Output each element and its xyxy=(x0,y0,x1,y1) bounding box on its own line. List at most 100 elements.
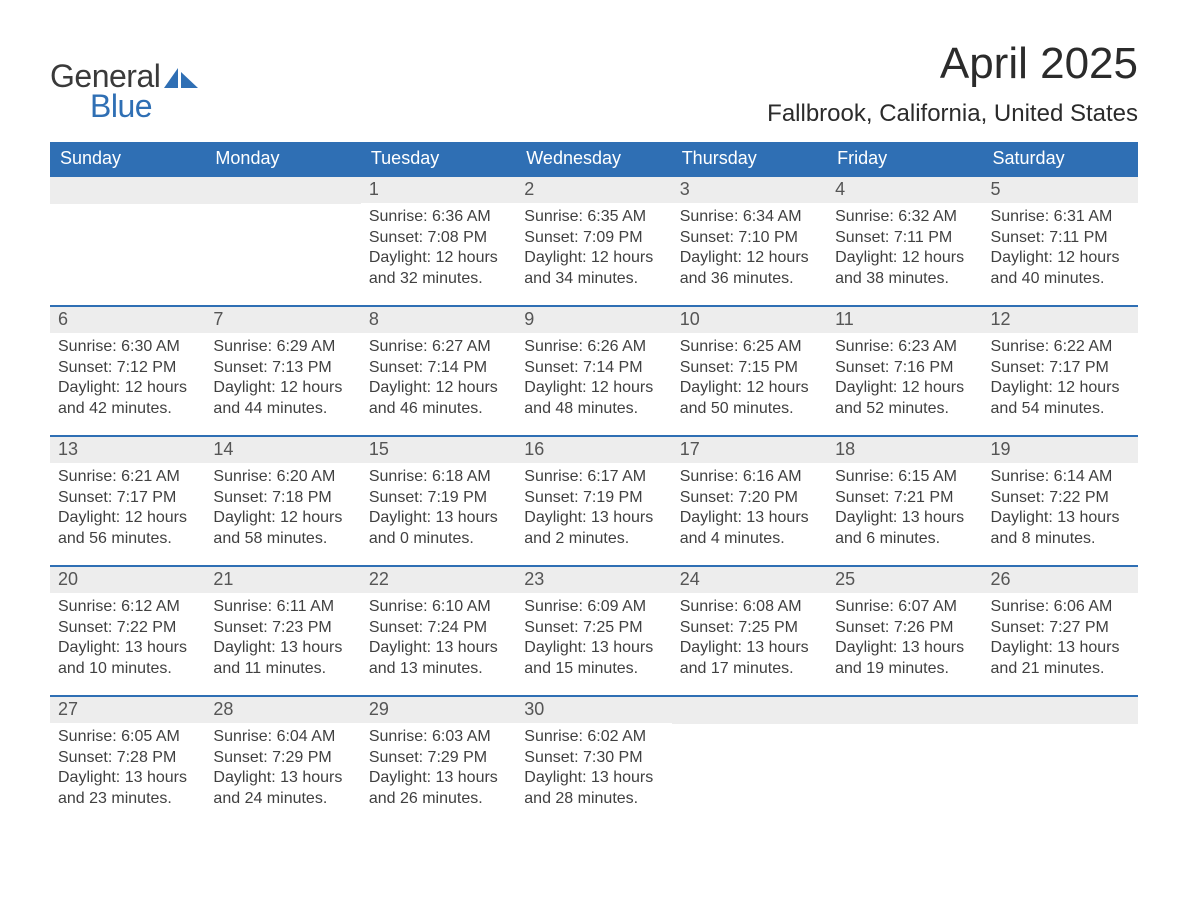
sunset-text: Sunset: 7:21 PM xyxy=(835,488,974,508)
calendar-day: 24Sunrise: 6:08 AMSunset: 7:25 PMDayligh… xyxy=(672,567,827,695)
day-details: Sunrise: 6:12 AMSunset: 7:22 PMDaylight:… xyxy=(50,593,205,687)
sunrise-text: Sunrise: 6:20 AM xyxy=(213,467,352,487)
sunset-text: Sunset: 7:17 PM xyxy=(58,488,197,508)
day-number: 10 xyxy=(672,307,827,333)
calendar-grid: Sunday Monday Tuesday Wednesday Thursday… xyxy=(50,142,1138,825)
daylight-text: Daylight: 12 hours and 56 minutes. xyxy=(58,508,197,549)
sunset-text: Sunset: 7:13 PM xyxy=(213,358,352,378)
sunrise-text: Sunrise: 6:29 AM xyxy=(213,337,352,357)
sail-icon xyxy=(164,66,198,88)
calendar-day: 6Sunrise: 6:30 AMSunset: 7:12 PMDaylight… xyxy=(50,307,205,435)
day-details: Sunrise: 6:30 AMSunset: 7:12 PMDaylight:… xyxy=(50,333,205,427)
sunset-text: Sunset: 7:24 PM xyxy=(369,618,508,638)
day-details xyxy=(983,724,1138,804)
sunrise-text: Sunrise: 6:05 AM xyxy=(58,727,197,747)
sunrise-text: Sunrise: 6:08 AM xyxy=(680,597,819,617)
day-details xyxy=(672,724,827,804)
sunset-text: Sunset: 7:22 PM xyxy=(58,618,197,638)
day-details: Sunrise: 6:21 AMSunset: 7:17 PMDaylight:… xyxy=(50,463,205,557)
day-details: Sunrise: 6:26 AMSunset: 7:14 PMDaylight:… xyxy=(516,333,671,427)
sunrise-text: Sunrise: 6:16 AM xyxy=(680,467,819,487)
brand-logo: General Blue xyxy=(50,60,198,122)
day-details: Sunrise: 6:34 AMSunset: 7:10 PMDaylight:… xyxy=(672,203,827,297)
day-number: 5 xyxy=(983,177,1138,203)
sunrise-text: Sunrise: 6:14 AM xyxy=(991,467,1130,487)
day-number: 3 xyxy=(672,177,827,203)
calendar-day: 17Sunrise: 6:16 AMSunset: 7:20 PMDayligh… xyxy=(672,437,827,565)
dow-sunday: Sunday xyxy=(50,142,205,177)
day-number: 12 xyxy=(983,307,1138,333)
sunset-text: Sunset: 7:25 PM xyxy=(680,618,819,638)
sunset-text: Sunset: 7:25 PM xyxy=(524,618,663,638)
calendar-day: 18Sunrise: 6:15 AMSunset: 7:21 PMDayligh… xyxy=(827,437,982,565)
sunset-text: Sunset: 7:28 PM xyxy=(58,748,197,768)
day-details: Sunrise: 6:04 AMSunset: 7:29 PMDaylight:… xyxy=(205,723,360,817)
sunrise-text: Sunrise: 6:10 AM xyxy=(369,597,508,617)
day-details: Sunrise: 6:08 AMSunset: 7:25 PMDaylight:… xyxy=(672,593,827,687)
calendar-day xyxy=(50,177,205,305)
day-number: 13 xyxy=(50,437,205,463)
calendar-day: 29Sunrise: 6:03 AMSunset: 7:29 PMDayligh… xyxy=(361,697,516,825)
sunset-text: Sunset: 7:11 PM xyxy=(991,228,1130,248)
day-details: Sunrise: 6:09 AMSunset: 7:25 PMDaylight:… xyxy=(516,593,671,687)
day-number xyxy=(983,697,1138,724)
daylight-text: Daylight: 12 hours and 34 minutes. xyxy=(524,248,663,289)
daylight-text: Daylight: 12 hours and 58 minutes. xyxy=(213,508,352,549)
day-details: Sunrise: 6:06 AMSunset: 7:27 PMDaylight:… xyxy=(983,593,1138,687)
sunset-text: Sunset: 7:15 PM xyxy=(680,358,819,378)
calendar-day: 5Sunrise: 6:31 AMSunset: 7:11 PMDaylight… xyxy=(983,177,1138,305)
day-number: 20 xyxy=(50,567,205,593)
sunrise-text: Sunrise: 6:32 AM xyxy=(835,207,974,227)
calendar-day: 12Sunrise: 6:22 AMSunset: 7:17 PMDayligh… xyxy=(983,307,1138,435)
day-number: 18 xyxy=(827,437,982,463)
daylight-text: Daylight: 13 hours and 19 minutes. xyxy=(835,638,974,679)
dow-saturday: Saturday xyxy=(983,142,1138,177)
sunrise-text: Sunrise: 6:31 AM xyxy=(991,207,1130,227)
dow-monday: Monday xyxy=(205,142,360,177)
calendar-day: 4Sunrise: 6:32 AMSunset: 7:11 PMDaylight… xyxy=(827,177,982,305)
day-number xyxy=(205,177,360,204)
day-details: Sunrise: 6:27 AMSunset: 7:14 PMDaylight:… xyxy=(361,333,516,427)
sunset-text: Sunset: 7:22 PM xyxy=(991,488,1130,508)
calendar-day: 3Sunrise: 6:34 AMSunset: 7:10 PMDaylight… xyxy=(672,177,827,305)
daylight-text: Daylight: 12 hours and 36 minutes. xyxy=(680,248,819,289)
day-details: Sunrise: 6:02 AMSunset: 7:30 PMDaylight:… xyxy=(516,723,671,817)
sunrise-text: Sunrise: 6:36 AM xyxy=(369,207,508,227)
calendar-day xyxy=(672,697,827,825)
daylight-text: Daylight: 13 hours and 24 minutes. xyxy=(213,768,352,809)
calendar-day: 26Sunrise: 6:06 AMSunset: 7:27 PMDayligh… xyxy=(983,567,1138,695)
daylight-text: Daylight: 13 hours and 4 minutes. xyxy=(680,508,819,549)
day-number: 28 xyxy=(205,697,360,723)
location-subtitle: Fallbrook, California, United States xyxy=(767,100,1138,128)
day-number: 30 xyxy=(516,697,671,723)
sunset-text: Sunset: 7:29 PM xyxy=(213,748,352,768)
day-details: Sunrise: 6:25 AMSunset: 7:15 PMDaylight:… xyxy=(672,333,827,427)
calendar-day: 25Sunrise: 6:07 AMSunset: 7:26 PMDayligh… xyxy=(827,567,982,695)
dow-thursday: Thursday xyxy=(672,142,827,177)
calendar-day: 2Sunrise: 6:35 AMSunset: 7:09 PMDaylight… xyxy=(516,177,671,305)
day-number: 9 xyxy=(516,307,671,333)
sunrise-text: Sunrise: 6:21 AM xyxy=(58,467,197,487)
calendar-page: General Blue April 2025 Fallbrook, Calif… xyxy=(0,0,1188,918)
dow-tuesday: Tuesday xyxy=(361,142,516,177)
day-details: Sunrise: 6:05 AMSunset: 7:28 PMDaylight:… xyxy=(50,723,205,817)
day-number: 11 xyxy=(827,307,982,333)
calendar-day: 14Sunrise: 6:20 AMSunset: 7:18 PMDayligh… xyxy=(205,437,360,565)
day-details: Sunrise: 6:36 AMSunset: 7:08 PMDaylight:… xyxy=(361,203,516,297)
day-number: 22 xyxy=(361,567,516,593)
calendar-day xyxy=(827,697,982,825)
sunset-text: Sunset: 7:30 PM xyxy=(524,748,663,768)
calendar-day: 7Sunrise: 6:29 AMSunset: 7:13 PMDaylight… xyxy=(205,307,360,435)
daylight-text: Daylight: 13 hours and 23 minutes. xyxy=(58,768,197,809)
daylight-text: Daylight: 12 hours and 46 minutes. xyxy=(369,378,508,419)
day-details xyxy=(205,204,360,284)
day-details: Sunrise: 6:32 AMSunset: 7:11 PMDaylight:… xyxy=(827,203,982,297)
day-details xyxy=(50,204,205,284)
daylight-text: Daylight: 13 hours and 26 minutes. xyxy=(369,768,508,809)
daylight-text: Daylight: 13 hours and 8 minutes. xyxy=(991,508,1130,549)
day-number: 24 xyxy=(672,567,827,593)
dow-wednesday: Wednesday xyxy=(516,142,671,177)
day-number: 8 xyxy=(361,307,516,333)
sunrise-text: Sunrise: 6:27 AM xyxy=(369,337,508,357)
day-details: Sunrise: 6:20 AMSunset: 7:18 PMDaylight:… xyxy=(205,463,360,557)
